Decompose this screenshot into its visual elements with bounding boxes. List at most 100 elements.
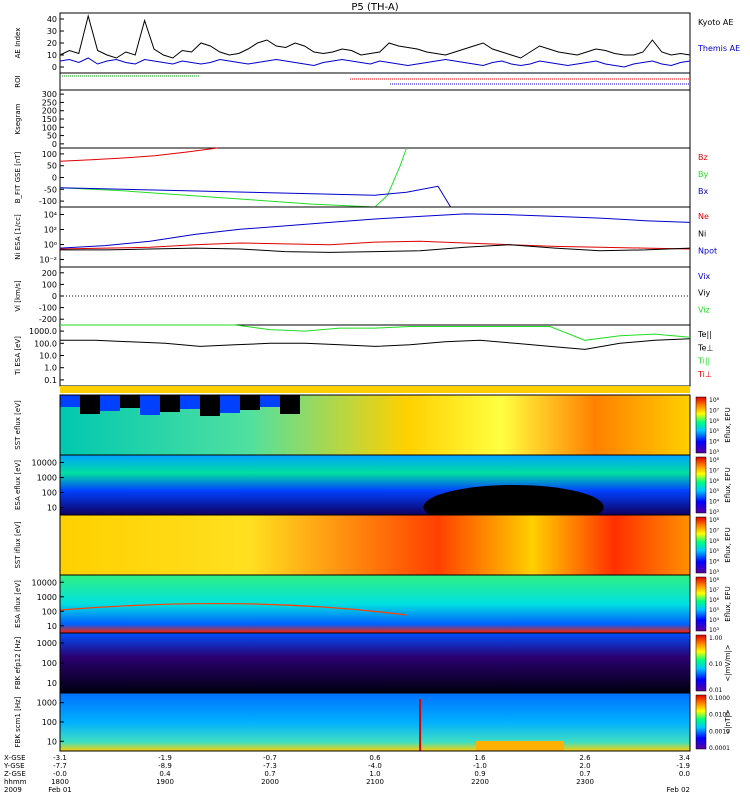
legend-entry: Te⊥	[697, 343, 713, 352]
fbk-efp12-spectrogram	[60, 633, 690, 693]
x-tick-value: 0.0	[679, 770, 690, 778]
x-tick-value: 1800	[51, 778, 69, 786]
x-tick-value: -0.0	[53, 770, 67, 778]
colorbar-tick: 10⁵	[709, 607, 720, 614]
panel-7: SST eflux [eV] Eflux, EFU 10³ 10⁴ 10⁵ 10⁶ 10⁷ 1…	[14, 394, 732, 456]
panel-frame	[59, 324, 691, 387]
series-line-bz	[59, 147, 218, 162]
legend-entry: Ti||	[697, 357, 710, 366]
y-tick-label: 1000	[37, 639, 57, 648]
series-line-themisae	[59, 57, 691, 68]
x-tick-value: 1900	[156, 778, 174, 786]
y-tick-label: 10	[47, 622, 57, 631]
panel-0: AE Index 0 10 20 30 40 Kyoto AE Themis AE	[14, 12, 740, 74]
legend-entry: Viz	[698, 305, 710, 314]
y-tick-label: 150	[42, 115, 57, 124]
x-axis-table: X-GSEY-GSEZ-GSEhhmm2009-3.1-7.7-0.01800F…	[3, 754, 691, 794]
y-tick-label: 1000	[37, 593, 57, 602]
panel-frame	[59, 147, 691, 208]
colorbar	[695, 456, 707, 514]
colorbar-tick: 0.0010	[709, 728, 730, 735]
panel-5: Vi [km/s] -200 -100 0 100 200 Vix Viy Viz	[14, 266, 711, 326]
x-tick-value: 3.4	[679, 754, 691, 762]
x-tick-value: -8.9	[158, 762, 172, 770]
y-tick-label: 10	[47, 737, 57, 746]
y-tick-label: 10⁴	[44, 211, 57, 220]
colorbar-tick: 10³	[709, 449, 720, 456]
status-strip	[60, 386, 690, 393]
x-tick-value: -3.1	[53, 754, 67, 762]
x-tick-value: 2100	[366, 778, 384, 786]
x-row-label: 2009	[4, 786, 22, 794]
colorbar	[695, 516, 707, 574]
panel-4: Ni ESA [1/cc] 10⁻² 10⁰ 10² 10⁴ Ne Ni Npot	[14, 206, 717, 268]
y-tick-label: 30	[47, 27, 57, 36]
y-tick-label: 100	[42, 659, 57, 668]
legend-entry: Ni	[698, 229, 706, 238]
x-tick-value: -4.0	[368, 762, 382, 770]
x-row-label: X-GSE	[4, 754, 26, 762]
colorbar-tick: 0.1000	[709, 695, 730, 702]
panels: AE Index 0 10 20 30 40 Kyoto AE Themis AE ROI Kse…	[14, 12, 740, 752]
y-axis-label: FBK scm1 [Hz]	[14, 696, 22, 747]
panel-1: ROI	[14, 72, 691, 91]
colorbar-tick: 10⁸	[709, 577, 720, 584]
y-tick-label: 1000	[37, 699, 57, 708]
colorbar-tick: 10⁶	[709, 538, 720, 545]
series-line-by	[59, 147, 407, 208]
x-tick-value: Feb 02	[666, 786, 690, 794]
y-tick-label: 200	[42, 269, 57, 278]
x-tick-value: -1.9	[676, 762, 690, 770]
y-axis-label: Ni ESA [1/cc]	[14, 214, 22, 260]
colorbar-tick: 0.10	[709, 661, 723, 668]
series-line-kyotoae	[59, 14, 691, 59]
colorbar-tick: 10⁷	[709, 527, 720, 534]
y-tick-label: 1.0	[44, 364, 57, 373]
panel-10: ESA iflux [eV] 10 100 1000 10000 Eflux, EFU 10…	[14, 574, 732, 634]
colorbar-tick: 10⁷	[709, 467, 720, 474]
y-tick-label: 100	[42, 280, 57, 289]
y-tick-label: 20	[47, 39, 57, 48]
colorbar-tick: 10⁸	[709, 397, 720, 404]
y-tick-label: 10⁰	[44, 241, 57, 250]
colorbar-tick: 10⁴	[709, 617, 720, 624]
x-row-label: hhmm	[4, 778, 27, 786]
colorbar-tick: 10³	[709, 627, 720, 634]
y-axis-label: Ksegram	[14, 103, 22, 134]
colorbar-tick: 10⁶	[709, 597, 720, 604]
y-axis-label: Ti ESA [eV]	[14, 336, 22, 376]
y-tick-label: 40	[47, 15, 57, 24]
y-axis-label: ESA eflux [eV]	[14, 460, 22, 510]
y-tick-label: 50	[47, 162, 57, 171]
x-tick-value: 0.7	[264, 770, 275, 778]
y-tick-label: 10²	[44, 226, 57, 235]
y-tick-label: 50	[47, 132, 57, 141]
y-tick-label: 0	[52, 63, 57, 72]
y-tick-label: 0	[52, 140, 57, 149]
y-axis-label: AE Index	[14, 28, 22, 59]
y-tick-label: 10	[47, 51, 57, 60]
legend-entry: Bz	[698, 153, 708, 162]
y-axis-label: ESA iflux [eV]	[14, 580, 22, 628]
y-tick-label: 1000	[37, 474, 57, 483]
legend-entry: Te||	[697, 330, 712, 339]
y-tick-label: 10⁻²	[39, 256, 57, 265]
sst-iflux-spectrogram	[60, 515, 690, 575]
colorbar-tick: 0.0100	[709, 712, 730, 719]
colorbar-tick: 10³	[709, 569, 720, 576]
colorbar-tick: 1.00	[709, 635, 723, 642]
series-line-bx	[59, 185, 452, 208]
x-tick-value: 2200	[471, 778, 489, 786]
legend-entry: Bx	[698, 187, 708, 196]
panel-frame	[59, 12, 691, 74]
x-tick-value: -7.7	[53, 762, 67, 770]
esa-iflux-spectrogram	[60, 575, 690, 633]
y-tick-label: -100	[39, 197, 57, 206]
y-tick-label: 0	[52, 292, 57, 301]
x-row-label: Y-GSE	[3, 762, 25, 770]
y-axis-label: Vi [km/s]	[14, 280, 22, 311]
panel-11: FBK efp12 [Hz] 10 100 1000 <|mV/m|>0.01 0.10 1…	[14, 632, 732, 694]
series-line-ne	[59, 240, 691, 250]
